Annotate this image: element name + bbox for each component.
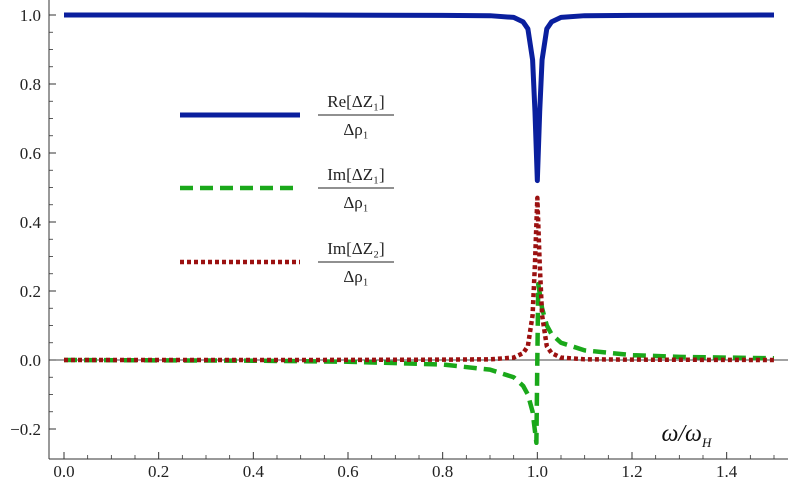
y-tick-label: 0.4 (20, 213, 42, 232)
series-line-2 (63, 281, 775, 446)
legend-denominator: Δρ₁ (343, 267, 368, 286)
x-tick-label: 0.6 (337, 462, 358, 480)
series-layer (63, 12, 775, 446)
x-tick-label: 0.4 (243, 462, 265, 480)
y-tick-label: 0.0 (20, 351, 41, 370)
x-tick-label: 0.2 (148, 462, 169, 480)
legend-numerator: Re[ΔZ₁] (327, 92, 384, 111)
y-tick-label: −0.2 (10, 420, 41, 439)
series-line-1 (64, 12, 775, 184)
x-axis-label-subscript: H (701, 435, 712, 450)
x-axis-label-main: ω/ω (661, 421, 702, 447)
x-tick-label: 0.8 (432, 462, 453, 480)
legend-denominator: Δρ₁ (343, 193, 368, 212)
ticks-layer: 0.0 0.2 0.4 0.6 0.8 1.0 1.2 1.4 −0.2 0.0 0.2 0.4 0.6… (10, 6, 775, 480)
y-tick-label: 0.6 (20, 144, 41, 163)
series-line-3 (64, 195, 775, 363)
plot-frame (48, 0, 788, 460)
x-axis-label: ω/ω H (661, 421, 712, 450)
legend-entry-2: Im[ΔZ₁] Δρ₁ (180, 165, 394, 212)
legend-numerator: Im[ΔZ₁] (327, 165, 384, 184)
y-tick-label: 0.2 (20, 282, 41, 301)
legend-entry-1: Re[ΔZ₁] Δρ₁ (180, 92, 394, 139)
x-tick-label: 0.0 (53, 462, 74, 480)
legend-layer: Re[ΔZ₁] Δρ₁ Im[ΔZ₁] Δρ₁ Im[ΔZ₂] Δρ₁ (180, 92, 394, 286)
x-tick-label: 1.2 (621, 462, 642, 480)
legend-entry-3: Im[ΔZ₂] Δρ₁ (180, 239, 394, 286)
legend-numerator: Im[ΔZ₂] (327, 239, 384, 258)
x-tick-label: 1.4 (716, 462, 738, 480)
y-tick-label: 1.0 (20, 6, 41, 25)
legend-denominator: Δρ₁ (343, 120, 368, 139)
y-tick-label: 0.8 (20, 75, 41, 94)
x-tick-label: 1.0 (527, 462, 548, 480)
